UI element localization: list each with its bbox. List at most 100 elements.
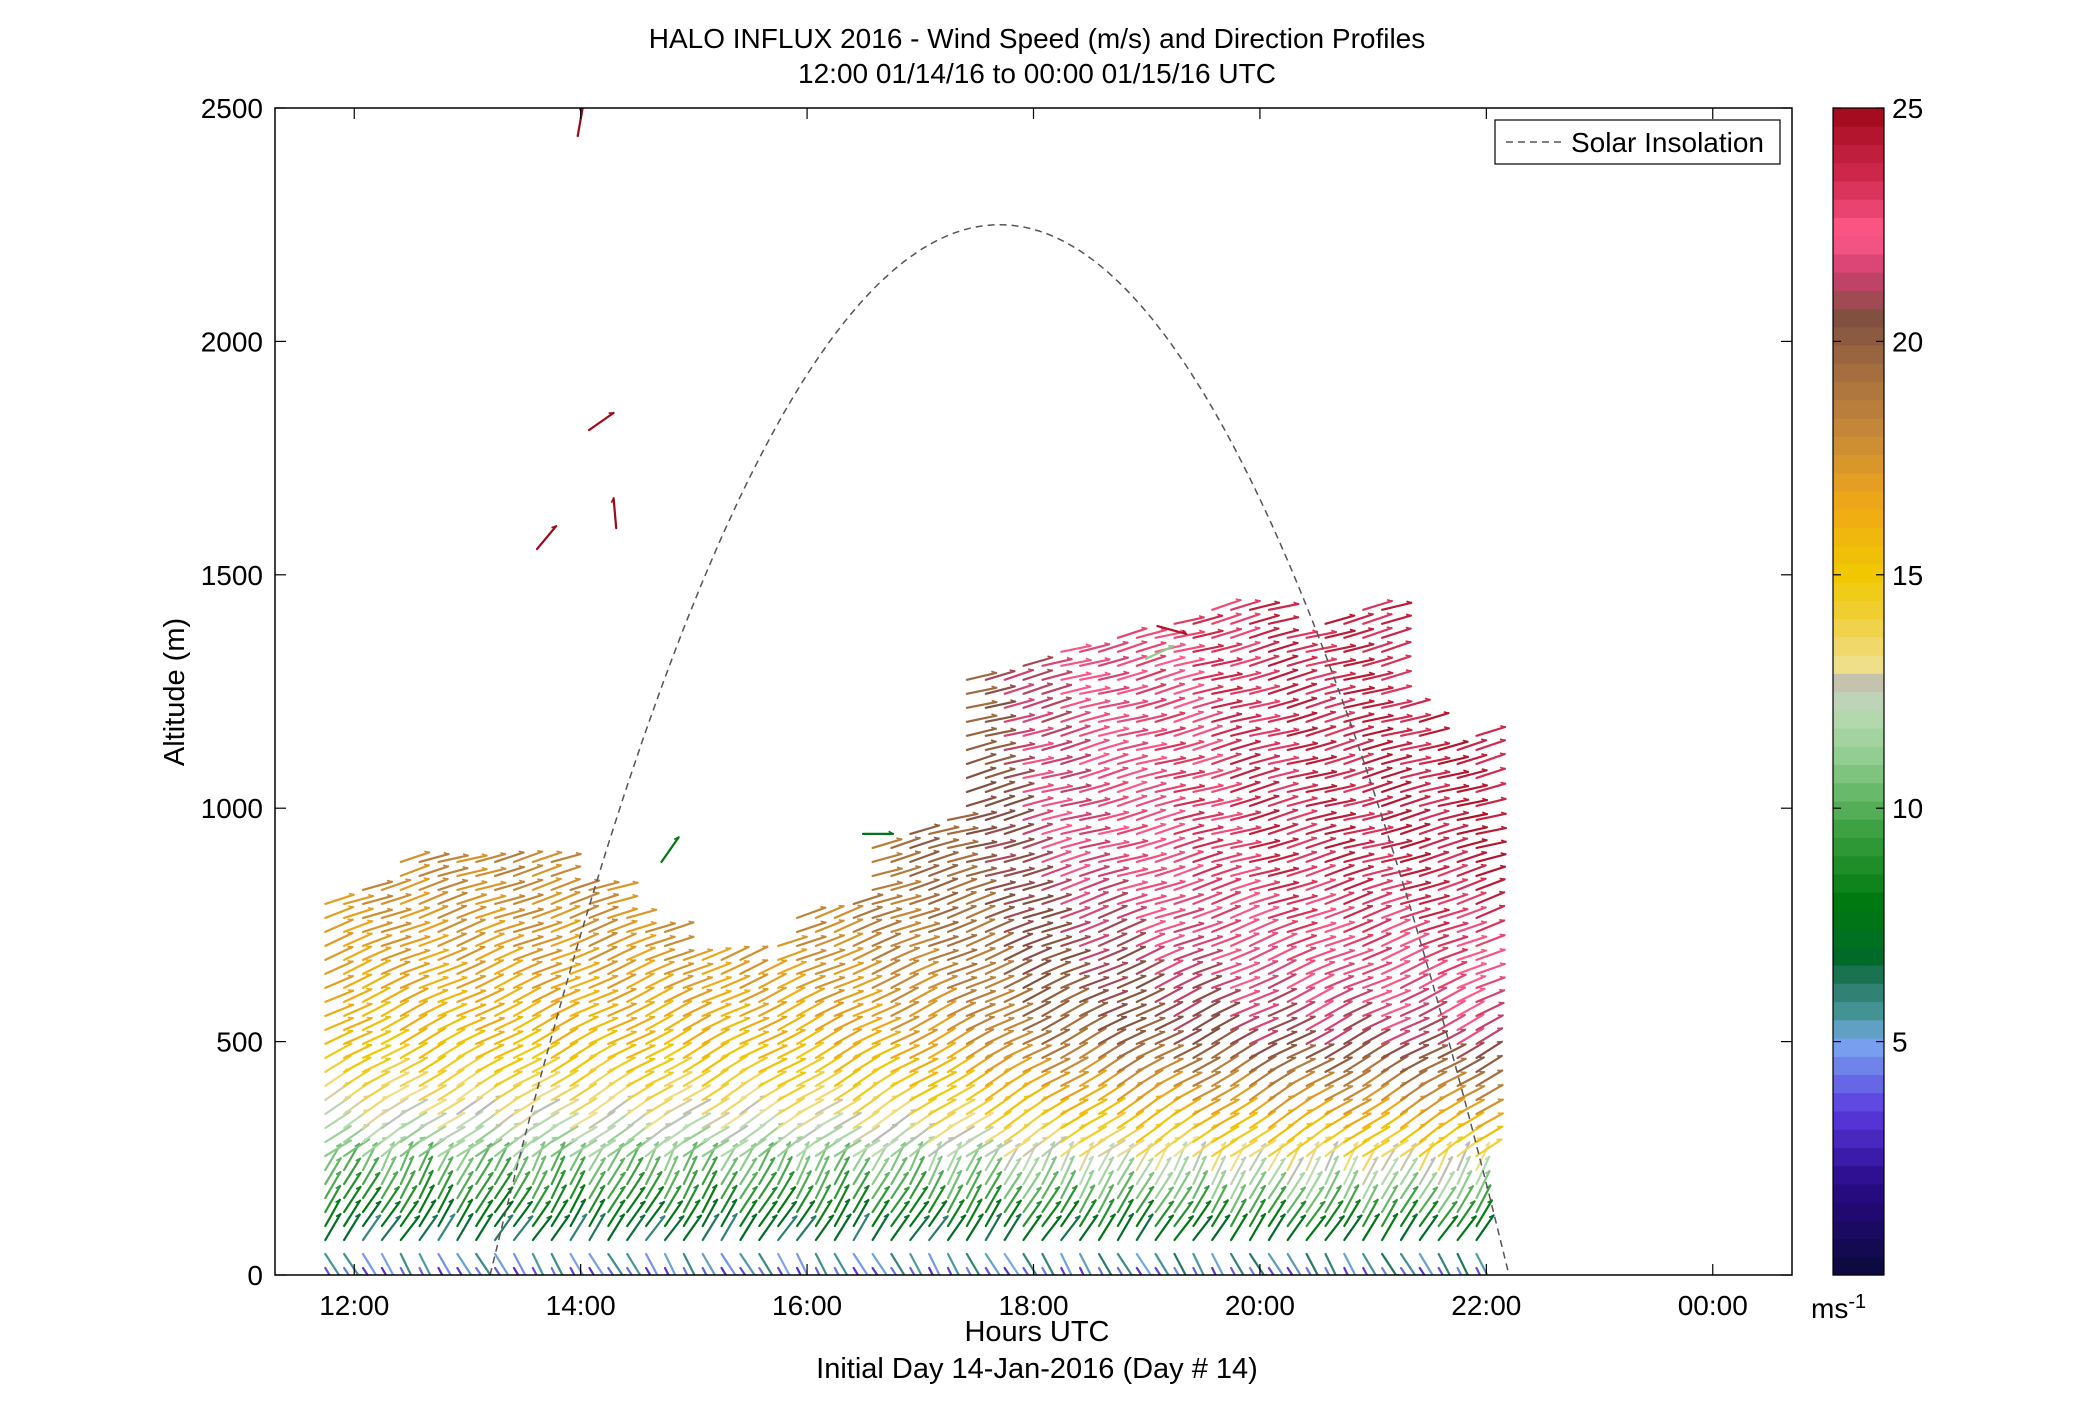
wind-barb [399,1013,428,1032]
wind-barb [1229,1068,1258,1088]
wind-barb-tip [355,1157,361,1162]
wind-barb-tip [487,1186,493,1190]
wind-barb [569,1184,586,1214]
wind-barb-tip [1386,640,1392,644]
wind-barb [814,1040,843,1060]
wind-barb-tip [1071,1185,1078,1190]
wind-barb [890,851,922,864]
wind-barb-tip [1386,752,1392,756]
wind-barb [1078,1252,1093,1275]
colorbar-cell [1833,1074,1884,1094]
wind-barb-tip [1160,894,1166,897]
wind-barb [475,988,505,1004]
wind-barb [1418,809,1450,822]
wind-barb-tip [1198,797,1205,801]
wind-barb-tip [971,975,977,979]
wind-barb [739,1199,758,1228]
wind-barb [1022,1057,1052,1074]
wind-barb [1078,1266,1085,1275]
wind-barb [1173,960,1204,976]
wind-barb-tip [1222,1199,1229,1204]
wind-barb [550,962,582,976]
wind-barb [871,1213,890,1242]
wind-barb [739,1213,758,1242]
wind-barb-tip [691,1156,697,1161]
wind-barb [1022,1214,1042,1242]
wind-barb [1154,682,1186,695]
wind-barb [795,1200,816,1228]
wind-barb [456,893,487,906]
wind-barb [1305,837,1337,850]
wind-barb [531,921,563,934]
wind-barb [1399,1185,1419,1214]
colorbar-cell [1833,965,1884,984]
wind-barb-tip [762,1043,768,1046]
wind-barb [1022,894,1054,906]
wind-barb-tip [1047,795,1053,799]
wind-barb-tip [559,1156,565,1161]
wind-barb-tip [555,877,561,880]
wind-barb [1456,1027,1485,1046]
wind-barb [928,1185,946,1214]
x-tick-label: 00:00 [1678,1290,1748,1321]
wind-barb-tip [545,1200,551,1205]
wind-barb-tip [901,1157,907,1162]
wind-barb [1154,697,1186,709]
wind-barb-tip [543,1185,549,1190]
wind-barb-tip [1027,1002,1033,1005]
wind-barb-tip [1446,1141,1452,1146]
wind-barb [720,1212,738,1242]
wind-barb [1380,755,1413,766]
wind-barb-tip [1349,613,1355,617]
wind-barb-tip [996,1157,1002,1162]
wind-barb-tip [1197,836,1204,840]
wind-barb-tip [1108,1170,1114,1175]
wind-barb-tip [1349,811,1356,815]
wind-barb [1456,1098,1486,1116]
wind-barb [418,1014,447,1032]
wind-barb-tip [371,1142,377,1147]
wind-barb-tip [1273,640,1279,643]
wind-barb-tip [1320,1215,1326,1219]
wind-barb [1135,987,1165,1004]
wind-barb-tip [1141,753,1148,757]
wind-barb [588,1042,617,1060]
wind-barb-tip [467,1213,473,1218]
wind-barb-tip [1212,1137,1218,1140]
wind-barb [663,1141,678,1172]
wind-barb [1078,1027,1107,1046]
wind-barb [343,1266,351,1275]
wind-barb-tip [693,1184,699,1189]
wind-barb [1211,826,1243,836]
wind-barb [984,685,1016,695]
wind-barb [1380,601,1413,611]
wind-barb-tip [1311,642,1318,646]
wind-barb [1060,1200,1080,1228]
wind-barb-tip [424,948,430,952]
wind-barb [1173,658,1205,667]
wind-barb [1399,742,1432,752]
wind-barb [1097,1170,1114,1200]
wind-barb-tip [991,853,997,857]
wind-barb-tip [1387,810,1393,814]
wind-barb [418,948,449,962]
wind-barb-tip [1093,1290,1094,1295]
wind-barb [1060,739,1091,752]
wind-barb [1286,986,1316,1004]
wind-barb [1305,908,1337,920]
wind-barb [626,1252,642,1275]
wind-barb-tip [1355,1199,1361,1204]
wind-barb [1437,999,1466,1018]
wind-barb [531,1085,561,1102]
wind-barb [1173,811,1205,822]
wind-barb-tip [1029,755,1035,759]
wind-barb-tip [1178,682,1185,685]
wind-barb-tip [712,1143,718,1147]
wind-barb [1399,1157,1419,1186]
wind-barb [946,840,979,850]
wind-barb [909,893,940,906]
wind-barb-tip [1274,713,1280,717]
wind-barb [1173,878,1204,892]
wind-barb-tip [366,1030,372,1033]
wind-barb-tip [1148,1199,1154,1204]
